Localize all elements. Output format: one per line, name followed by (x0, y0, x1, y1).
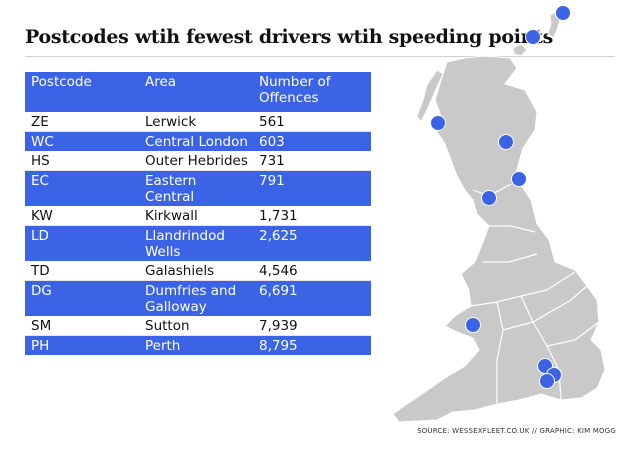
postcode-cell: KW (25, 206, 139, 226)
area-cell: Kirkwall (139, 206, 253, 226)
column-header-offences: Number of Offences (259, 74, 331, 106)
table-row: DG Dumfries and Galloway 6,691 (25, 280, 371, 316)
postcode-cell: TD (25, 261, 139, 281)
table-header-row: Postcode Area Number of Offences (25, 72, 371, 112)
offences-cell: 8,795 (259, 338, 298, 354)
offences-cell: 7,939 (253, 316, 371, 336)
area-cell: Llandrindod Wells (145, 228, 225, 260)
postcode-cell: SM (25, 316, 139, 336)
area-cell: Outer Hebrides (139, 151, 253, 171)
table-row: EC Eastern Central 791 (25, 170, 371, 206)
offences-table: Postcode Area Number of Offences ZE Lerw… (25, 72, 371, 355)
postcode-cell: ZE (25, 112, 139, 132)
offences-cell: 4,546 (253, 261, 371, 281)
offences-cell: 731 (253, 151, 371, 171)
hebrides-landmass (416, 69, 444, 123)
great-britain-landmass (392, 55, 606, 423)
offences-cell: 791 (259, 173, 285, 189)
postcode-marker-ze (555, 5, 571, 21)
area-cell: Dumfries and Galloway (145, 283, 237, 315)
table-row: LD Llandrindod Wells 2,625 (25, 225, 371, 261)
uk-map (392, 5, 606, 423)
area-cell: Central London (145, 134, 248, 150)
table-row: WC Central London 603 (25, 131, 371, 151)
postcode-cell: HS (25, 151, 139, 171)
postcode-marker-td (511, 171, 527, 187)
source-credit: SOURCE: WESSEXFLEET.CO.UK // GRAPHIC: KI… (417, 427, 616, 435)
area-cell: Sutton (139, 316, 253, 336)
postcode-marker-kw (525, 29, 541, 45)
table-row: ZE Lerwick 561 (25, 112, 371, 132)
chart-title: Postcodes wtih fewest drivers wtih speed… (25, 26, 554, 48)
table-row: HS Outer Hebrides 731 (25, 151, 371, 171)
postcode-marker-sm (539, 373, 555, 389)
offences-cell: 2,625 (259, 228, 298, 244)
postcode-markers (430, 5, 571, 389)
postcode-cell: EC (31, 173, 49, 189)
table-row: KW Kirkwall 1,731 (25, 206, 371, 226)
offences-cell: 561 (253, 112, 371, 132)
column-header-postcode: Postcode (31, 74, 92, 90)
postcode-cell: LD (31, 228, 49, 244)
postcode-marker-ph (498, 134, 514, 150)
table-row: PH Perth 8,795 (25, 335, 371, 355)
area-cell: Perth (145, 338, 181, 354)
column-header-area: Area (145, 74, 177, 90)
postcode-cell: PH (31, 338, 50, 354)
offences-cell: 1,731 (253, 206, 371, 226)
postcode-marker-dg (481, 190, 497, 206)
area-cell: Galashiels (139, 261, 253, 281)
offences-cell: 603 (259, 134, 285, 150)
orkney-landmass (512, 43, 528, 57)
postcode-marker-hs (430, 115, 446, 131)
table-row: SM Sutton 7,939 (25, 316, 371, 336)
offences-cell: 6,691 (259, 283, 298, 299)
area-cell: Eastern Central (145, 173, 197, 205)
postcode-cell: DG (31, 283, 52, 299)
table-row: TD Galashiels 4,546 (25, 261, 371, 281)
postcode-cell: WC (31, 134, 54, 150)
title-divider (25, 56, 615, 57)
area-cell: Lerwick (139, 112, 253, 132)
postcode-marker-ld (465, 317, 481, 333)
